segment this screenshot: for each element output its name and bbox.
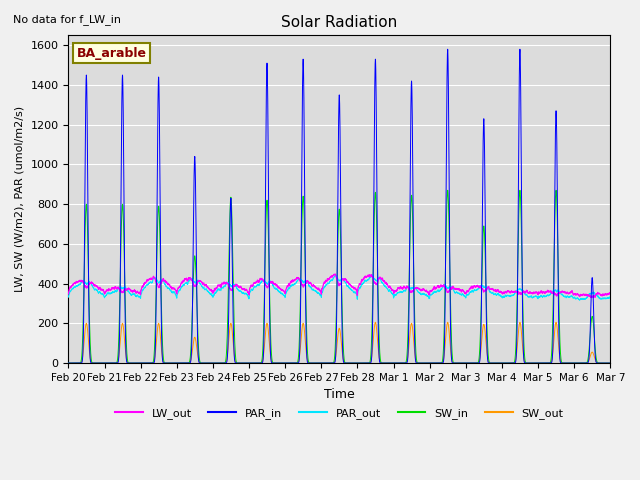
Title: Solar Radiation: Solar Radiation xyxy=(281,15,397,30)
Y-axis label: LW, SW (W/m2), PAR (umol/m2/s): LW, SW (W/m2), PAR (umol/m2/s) xyxy=(15,106,25,292)
Text: No data for f_LW_in: No data for f_LW_in xyxy=(13,14,121,25)
X-axis label: Time: Time xyxy=(324,388,355,401)
Legend: LW_out, PAR_in, PAR_out, SW_in, SW_out: LW_out, PAR_in, PAR_out, SW_in, SW_out xyxy=(111,403,568,423)
Text: BA_arable: BA_arable xyxy=(77,47,147,60)
